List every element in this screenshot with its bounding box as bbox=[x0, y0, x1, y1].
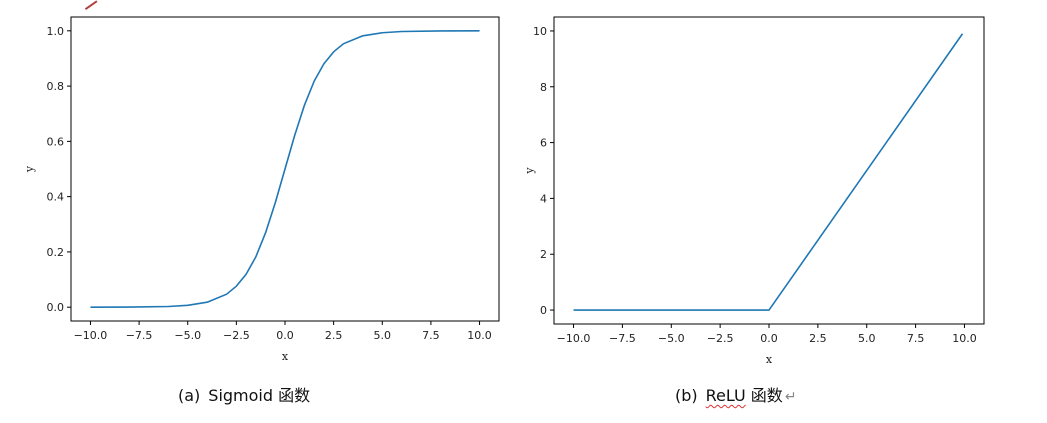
relu-x-tick-label: 5.0 bbox=[858, 332, 876, 345]
sigmoid-x-tick-label: 5.0 bbox=[374, 329, 392, 342]
caption-sigmoid: (a) Sigmoid 函数 bbox=[178, 382, 310, 406]
sigmoid-x-tick-label: −10.0 bbox=[74, 329, 108, 342]
sigmoid-x-axis-label: x bbox=[282, 350, 289, 363]
relu-x-tick-label: 10.0 bbox=[952, 332, 977, 345]
relu-y-tick-label: 4 bbox=[540, 192, 547, 205]
sigmoid-y-tick-label: 0.8 bbox=[47, 80, 65, 93]
relu-series-line bbox=[573, 33, 964, 311]
sigmoid-y-tick-label: 1.0 bbox=[47, 25, 65, 38]
caption-relu-name: ReLU bbox=[705, 386, 746, 405]
sigmoid-x-tick-label: −5.0 bbox=[174, 329, 201, 342]
sigmoid-y-axis-label: y bbox=[23, 165, 36, 173]
relu-y-tick-label: 2 bbox=[540, 248, 547, 261]
relu-x-tick-label: −10.0 bbox=[557, 332, 591, 345]
relu-x-tick-label: −5.0 bbox=[658, 332, 685, 345]
paragraph-return-icon: ↵ bbox=[784, 389, 797, 405]
relu-x-tick-label: −2.5 bbox=[707, 332, 734, 345]
sigmoid-x-tick-label: 7.5 bbox=[422, 329, 440, 342]
caption-relu-prefix: (b) bbox=[675, 386, 698, 405]
sigmoid-y-tick-label: 0.6 bbox=[47, 135, 65, 148]
relu-x-axis-label: x bbox=[766, 353, 773, 366]
sigmoid-series-line bbox=[90, 30, 480, 308]
sigmoid-y-tick-label: 0.4 bbox=[47, 191, 65, 204]
sigmoid-x-tick-label: 0.0 bbox=[276, 329, 294, 342]
sigmoid-x-tick-label: 10.0 bbox=[467, 329, 492, 342]
relu-x-tick-label: −7.5 bbox=[609, 332, 636, 345]
relu-plot-frame bbox=[553, 16, 985, 325]
caption-sigmoid-prefix: (a) bbox=[178, 386, 201, 405]
relu-y-tick-label: 0 bbox=[540, 304, 547, 317]
relu-y-tick-label: 10 bbox=[533, 25, 547, 38]
relu-x-tick-label: 7.5 bbox=[907, 332, 925, 345]
sigmoid-y-tick-label: 0.2 bbox=[47, 246, 65, 259]
relu-y-tick-label: 8 bbox=[540, 81, 547, 94]
sigmoid-x-tick-label: 2.5 bbox=[325, 329, 343, 342]
caption-sigmoid-text: Sigmoid 函数 bbox=[208, 386, 311, 405]
relu-x-tick-label: 0.0 bbox=[760, 332, 778, 345]
relu-x-tick-label: 2.5 bbox=[809, 332, 827, 345]
caption-relu: (b) ReLU 函数 ↵ bbox=[675, 382, 797, 406]
relu-y-tick-label: 6 bbox=[540, 137, 547, 150]
sigmoid-x-tick-label: −7.5 bbox=[126, 329, 153, 342]
sigmoid-x-tick-label: −2.5 bbox=[223, 329, 250, 342]
sigmoid-y-tick-label: 0.0 bbox=[47, 301, 65, 314]
caption-relu-suffix: 函数 bbox=[745, 386, 783, 405]
relu-y-axis-label: y bbox=[523, 167, 536, 175]
